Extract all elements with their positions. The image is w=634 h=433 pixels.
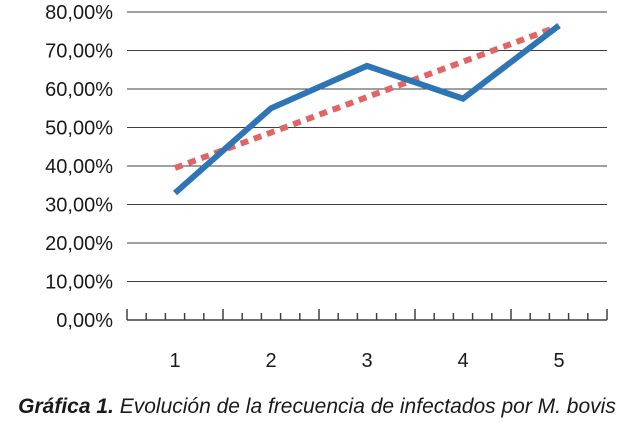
y-tick-label: 10,00% [45,272,113,294]
y-tick-label: 40,00% [45,156,113,178]
y-tick-label: 0,00% [56,310,113,332]
series [173,23,561,196]
y-tick-label: 70,00% [45,41,113,63]
y-tick-labels: 0,00% 10,00% 20,00% 30,00% 40,00% 50,00% 60,00… [45,2,113,332]
caption-text: Evolución de la frecuencia de infectados… [119,395,616,418]
line-chart: 0,00% 10,00% 20,00% 30,00% 40,00% 50,00% 60,00… [45,2,608,372]
x-tick-labels: 1 2 3 4 5 [169,350,564,372]
x-tick-label: 4 [457,350,468,372]
chart-caption: Gráfica 1. Evolución de la frecuencia de… [0,395,634,419]
y-tick-label: 50,00% [45,118,113,140]
x-axis [126,309,608,321]
x-tick-label: 1 [169,350,180,372]
gridlines [127,11,607,282]
trendline [173,23,561,171]
y-tick-label: 60,00% [45,79,113,101]
x-tick-label: 2 [265,350,276,372]
x-tick-label: 5 [553,350,564,372]
y-tick-label: 30,00% [45,195,113,217]
y-tick-label: 20,00% [45,233,113,255]
caption-label: Gráfica 1. [18,395,114,418]
y-tick-label: 80,00% [45,2,113,24]
series-line [173,23,561,196]
x-tick-label: 3 [361,350,372,372]
